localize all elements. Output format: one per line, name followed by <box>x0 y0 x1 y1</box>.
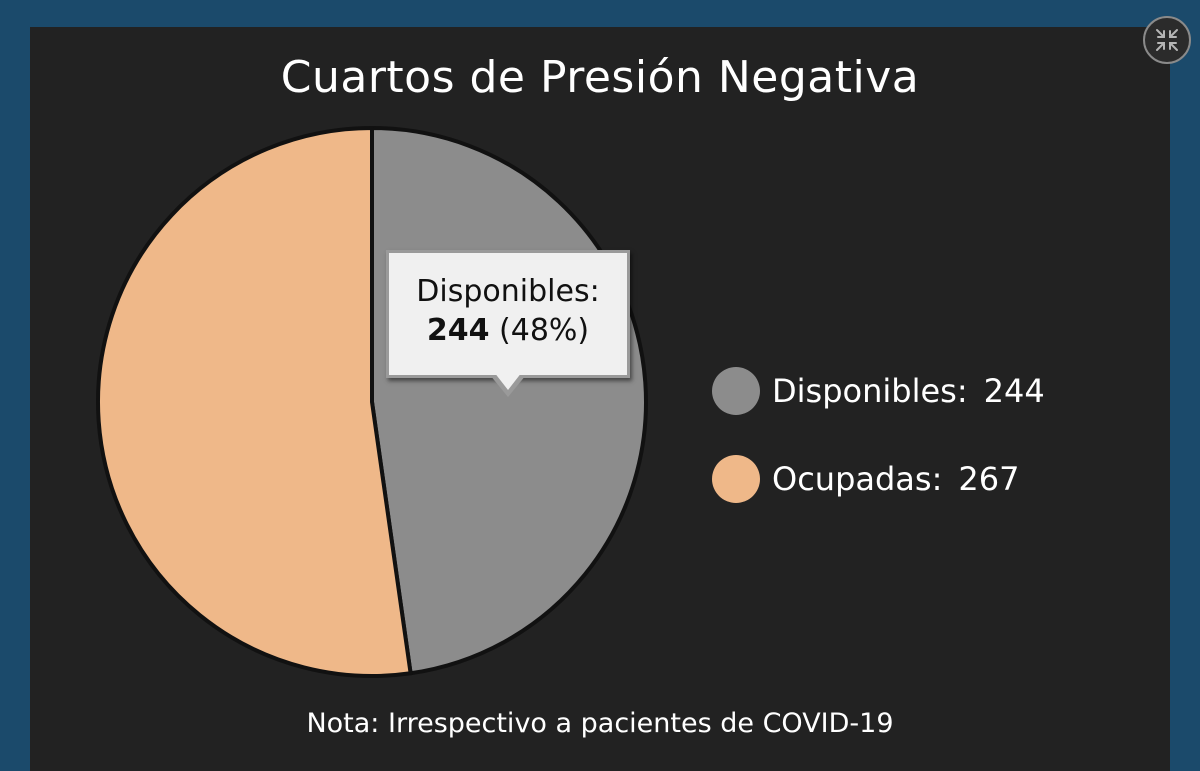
chart-title: Cuartos de Presión Negativa <box>280 52 920 103</box>
chart-note: Nota: Irrespectivo a pacientes de COVID-… <box>306 708 894 739</box>
tooltip-pointer-fill <box>494 372 522 390</box>
tooltip-label: Disponibles: <box>416 274 600 309</box>
collapse-arrows-icon <box>1156 29 1178 51</box>
pie-slice-disponibles[interactable] <box>370 126 648 676</box>
legend-label-ocupadas: Ocupadas: <box>772 460 943 498</box>
tooltip-percent: (48%) <box>499 313 590 348</box>
legend-swatch-ocupadas <box>712 455 760 503</box>
legend-item-disponibles[interactable]: Disponibles: 244 <box>712 366 1045 416</box>
legend-value-disponibles: 244 <box>983 372 1045 410</box>
legend-item-ocupadas[interactable]: Ocupadas: 267 <box>712 454 1019 504</box>
collapse-button[interactable] <box>1143 16 1191 64</box>
legend-value-ocupadas: 267 <box>958 460 1020 498</box>
pie-slice-ocupadas[interactable] <box>96 126 413 678</box>
legend-label-disponibles: Disponibles: <box>772 372 968 410</box>
tooltip-value: 244 <box>426 313 490 348</box>
tooltip-value-line: 244 (48%) <box>389 311 627 351</box>
legend-swatch-disponibles <box>712 367 760 415</box>
chart-tooltip: Disponibles: 244 (48%) <box>386 250 630 378</box>
